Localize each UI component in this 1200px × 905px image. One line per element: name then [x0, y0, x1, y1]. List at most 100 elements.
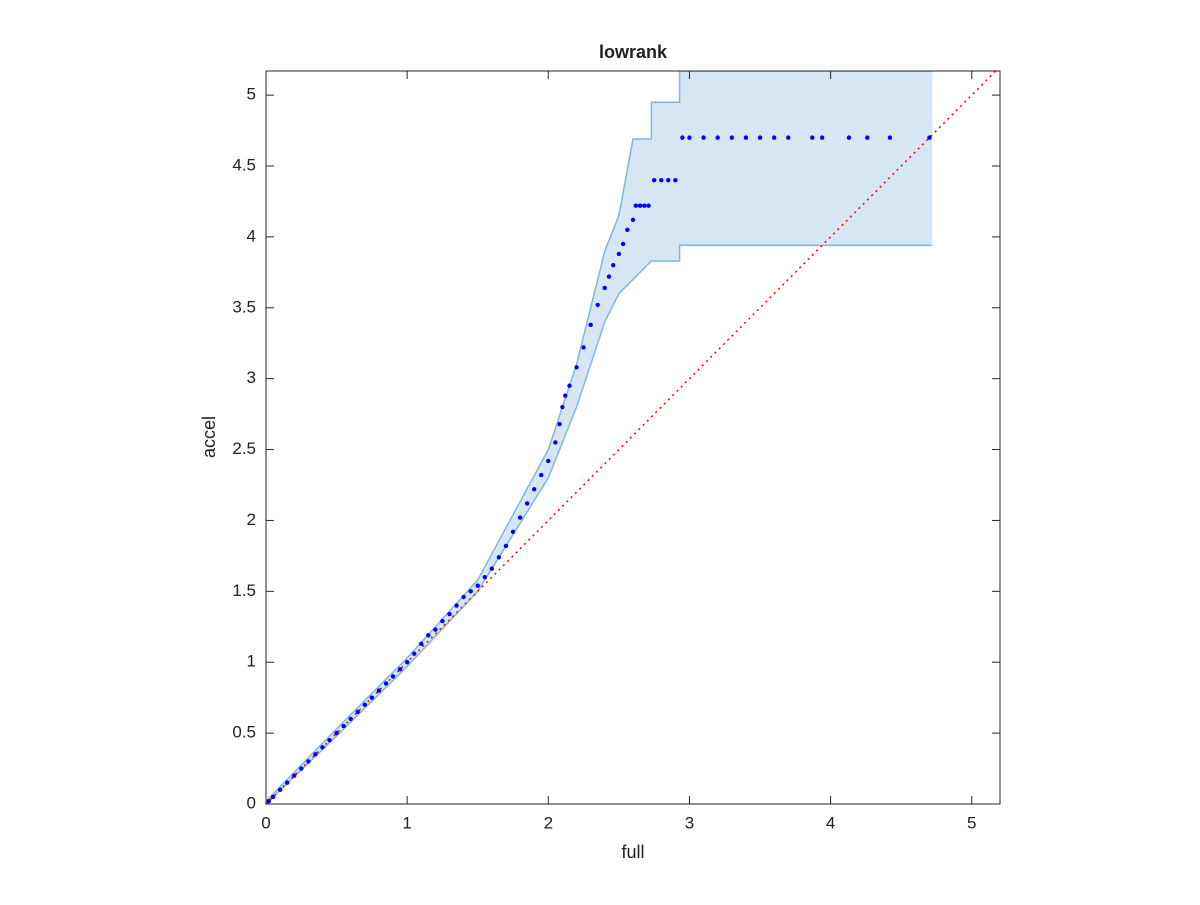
- band-lower: [266, 244, 933, 804]
- data-point: [595, 302, 600, 308]
- data-point: [560, 404, 565, 410]
- data-point: [633, 203, 639, 208]
- data-point: [865, 135, 870, 140]
- y-tick-label: 0.5: [232, 723, 256, 742]
- data-point: [606, 274, 612, 279]
- chart-title: lowrank: [599, 42, 668, 62]
- band-upper: [266, 71, 933, 802]
- data-point: [581, 345, 586, 350]
- y-tick-label: 4: [247, 226, 256, 245]
- data-point: [625, 227, 630, 232]
- y-tick-label: 3.5: [232, 297, 256, 316]
- data-point: [482, 574, 487, 580]
- data-point: [327, 737, 332, 743]
- y-tick-label: 5: [247, 85, 256, 104]
- data-point: [348, 716, 353, 722]
- data-point: [320, 745, 325, 750]
- y-tick-label: 3: [247, 368, 256, 387]
- data-point: [630, 217, 636, 223]
- data-point: [659, 177, 664, 183]
- x-tick-label: 1: [402, 813, 411, 832]
- data-point: [503, 543, 509, 549]
- data-point: [376, 688, 382, 693]
- data-point: [588, 322, 593, 327]
- y-tick-label: 0: [247, 793, 256, 812]
- data-point: [404, 660, 410, 665]
- data-point: [292, 773, 297, 778]
- data-point: [887, 135, 893, 140]
- data-point: [771, 135, 777, 140]
- data-point: [355, 709, 360, 715]
- data-point: [646, 203, 651, 208]
- data-point: [539, 472, 544, 478]
- data-point: [383, 681, 389, 686]
- data-point: [666, 177, 671, 183]
- data-point: [701, 135, 706, 140]
- y-tick-label: 1: [247, 652, 256, 671]
- data-point: [461, 594, 466, 600]
- data-point: [602, 285, 607, 291]
- data-point: [517, 515, 523, 520]
- data-point: [611, 263, 616, 268]
- data-point: [846, 135, 852, 140]
- confidence-band: [266, 71, 933, 804]
- data-point: [743, 135, 749, 140]
- y-tick-label: 2: [247, 510, 256, 529]
- data-point: [306, 759, 311, 764]
- data-point: [433, 627, 438, 632]
- y-tick-label: 1.5: [232, 581, 256, 600]
- data-point: [510, 529, 516, 534]
- data-point: [266, 798, 272, 804]
- data-point: [334, 730, 339, 736]
- y-tick-label: 2.5: [232, 439, 256, 458]
- data-point: [819, 135, 825, 140]
- data-point: [299, 766, 304, 771]
- data-point: [496, 555, 502, 560]
- data-point: [651, 177, 657, 183]
- data-point: [531, 487, 537, 492]
- data-point: [786, 135, 791, 140]
- data-point: [397, 667, 403, 672]
- data-point: [475, 583, 480, 588]
- y-tick-label: 4.5: [232, 155, 256, 174]
- data-point: [553, 440, 558, 445]
- data-point: [729, 135, 735, 140]
- data-point: [574, 365, 579, 370]
- data-point: [810, 135, 815, 140]
- x-tick-label: 0: [261, 813, 270, 832]
- reference-line: [266, 71, 997, 804]
- data-point: [390, 674, 396, 679]
- data-point: [277, 787, 283, 793]
- data-point: [673, 177, 678, 183]
- x-tick-label: 5: [967, 813, 976, 832]
- data-point: [284, 780, 290, 785]
- data-point: [369, 695, 375, 700]
- data-point: [567, 383, 572, 388]
- data-point: [440, 618, 445, 624]
- axes-box: [265, 70, 1001, 805]
- data-point: [362, 702, 368, 707]
- data-point: [412, 651, 417, 656]
- data-point: [426, 633, 431, 638]
- data-point: [687, 135, 692, 140]
- data-point: [524, 501, 530, 506]
- data-point: [642, 203, 647, 208]
- data-point: [454, 603, 459, 608]
- data-point: [489, 566, 495, 571]
- data-point: [927, 135, 932, 140]
- data-point: [546, 458, 551, 464]
- y-axis-label: accel: [199, 416, 219, 458]
- data-point: [313, 752, 318, 757]
- data-point: [620, 241, 626, 247]
- data-point: [616, 251, 622, 257]
- data-point: [637, 203, 643, 208]
- x-tick-label: 2: [544, 813, 553, 832]
- data-point: [557, 421, 562, 427]
- data-point: [447, 611, 452, 617]
- data-point: [270, 794, 276, 800]
- x-tick-label: 3: [685, 813, 694, 832]
- x-axis-label: full: [621, 842, 644, 862]
